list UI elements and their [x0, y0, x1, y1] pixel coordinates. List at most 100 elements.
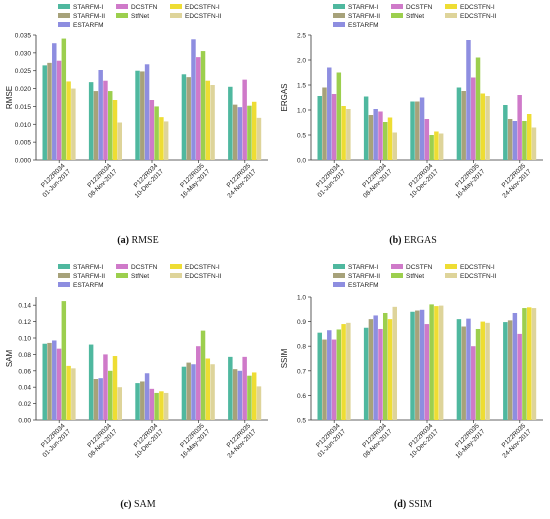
legend-swatch-dcstfn	[116, 264, 128, 269]
panel-caption: (d) SSIM	[394, 499, 432, 510]
legend-item-stfnet: StfNet	[391, 273, 424, 280]
y-tick-label: 1.0	[297, 108, 306, 115]
bar-stfnet	[475, 57, 481, 160]
y-tick-label: 0.015	[15, 104, 32, 111]
legend-label-edcstfn-ii: EDCSTFN-II	[185, 13, 222, 20]
legend: STARFM-I DCSTFN EDCSTFN-I STARFM-II StfNet ED…	[333, 4, 497, 29]
bar-edcstfn-ii	[256, 386, 262, 420]
bar-stfnet	[336, 329, 342, 420]
bar-starfm-ii	[415, 310, 420, 420]
ssim-chart: STARFM-I DCSTFN EDCSTFN-I STARFM-II StfNet ED…	[280, 264, 543, 510]
legend-label-stfnet: StfNet	[131, 273, 149, 280]
bar-dcstfn	[378, 328, 383, 420]
caption-label: (b)	[389, 235, 404, 246]
bar-edcstfn-ii	[392, 132, 398, 160]
bar-stfnet	[336, 72, 342, 160]
legend-swatch-estarfm	[58, 282, 70, 287]
bar-edcstfn-i	[480, 321, 486, 420]
bars	[317, 304, 537, 420]
bar-edcstfn-i	[159, 391, 164, 420]
bar-estarfm	[419, 97, 425, 160]
bar-dcstfn	[471, 346, 476, 420]
legend-item-edcstfn-ii: EDCSTFN-II	[445, 13, 497, 20]
y-tick-label: 0.000	[15, 158, 32, 165]
bar-edcstfn-ii	[485, 96, 490, 160]
legend-swatch-stfnet	[116, 13, 128, 18]
bar-starfm-i	[88, 82, 94, 160]
legend-label-starfm-ii: STARFM-II	[73, 13, 105, 20]
caption-text: SSIM	[409, 499, 432, 510]
bar-dcstfn	[517, 95, 522, 160]
bar-dcstfn	[378, 111, 383, 160]
legend-item-dcstfn: DCSTFN	[116, 4, 158, 11]
bar-edcstfn-i	[66, 365, 71, 420]
bar-estarfm	[237, 107, 243, 160]
legend-swatch-dcstfn	[116, 4, 128, 9]
bar-estarfm	[237, 370, 243, 420]
legend-label-edcstfn-i: EDCSTFN-I	[460, 4, 495, 11]
bar-edcstfn-ii	[117, 387, 123, 420]
legend-label-stfnet: StfNet	[406, 13, 424, 20]
bar-starfm-i	[317, 332, 322, 420]
bar-stfnet	[247, 375, 252, 420]
bar-stfnet	[200, 51, 206, 161]
bar-edcstfn-i	[387, 117, 393, 160]
bar-dcstfn	[196, 346, 201, 420]
bar-starfm-ii	[93, 379, 99, 420]
bar-edcstfn-ii	[71, 368, 76, 420]
bar-dcstfn	[517, 333, 522, 420]
y-tick-label: 1.5	[297, 83, 306, 90]
bar-estarfm	[373, 109, 378, 160]
legend-item-starfm-i: STARFM-I	[333, 264, 378, 271]
bars	[317, 40, 537, 160]
bar-starfm-i	[181, 74, 187, 160]
bar-edcstfn-ii	[256, 117, 262, 160]
legend-item-starfm-ii: STARFM-II	[333, 13, 380, 20]
bar-dcstfn	[103, 354, 108, 420]
bar-starfm-ii	[415, 101, 420, 160]
bar-starfm-ii	[186, 77, 191, 160]
bar-estarfm	[52, 43, 57, 160]
legend-label-starfm-i: STARFM-I	[348, 264, 378, 271]
bar-stfnet	[382, 122, 388, 160]
legend-item-dcstfn: DCSTFN	[391, 264, 433, 271]
bar-edcstfn-i	[66, 81, 71, 160]
bar-stfnet	[382, 312, 388, 420]
bar-estarfm	[512, 312, 518, 420]
bar-estarfm	[191, 364, 196, 420]
y-tick-label: 0.14	[18, 303, 31, 310]
bar-dcstfn	[331, 94, 337, 160]
legend-label-edcstfn-ii: EDCSTFN-II	[185, 273, 222, 280]
legend-item-starfm-i: STARFM-I	[58, 4, 103, 11]
legend-item-edcstfn-i: EDCSTFN-I	[445, 264, 495, 271]
legend: STARFM-I DCSTFN EDCSTFN-I STARFM-II StfNet ED…	[333, 264, 497, 289]
legend-label-stfnet: StfNet	[131, 13, 149, 20]
bar-dcstfn	[242, 356, 247, 420]
legend-swatch-starfm-ii	[333, 273, 345, 278]
legend-item-estarfm: ESTARFM	[58, 22, 104, 29]
legend-item-dcstfn: DCSTFN	[116, 264, 158, 271]
bar-starfm-i	[88, 344, 94, 420]
caption-label: (d)	[394, 499, 409, 510]
bar-starfm-i	[135, 383, 140, 420]
legend-label-dcstfn: DCSTFN	[406, 4, 433, 11]
legend-swatch-dcstfn	[391, 4, 403, 9]
bar-dcstfn	[424, 119, 430, 160]
bar-stfnet	[107, 91, 113, 160]
y-tick-label: 0.7	[297, 368, 306, 375]
legend-swatch-starfm-i	[58, 4, 70, 9]
legend-label-starfm-ii: STARFM-II	[73, 273, 105, 280]
bar-edcstfn-i	[112, 100, 118, 160]
caption-label: (a)	[117, 235, 131, 246]
y-tick-label: 0.5	[297, 418, 306, 425]
bar-estarfm	[327, 67, 332, 160]
bar-edcstfn-i	[341, 106, 346, 160]
bar-stfnet	[200, 330, 206, 420]
panel-caption: (a) RMSE	[117, 235, 158, 246]
y-axis-label: RMSE	[5, 86, 14, 109]
panel-rmse: STARFM-I DCSTFN EDCSTFN-I STARFM-II StfNet ED…	[0, 0, 275, 260]
